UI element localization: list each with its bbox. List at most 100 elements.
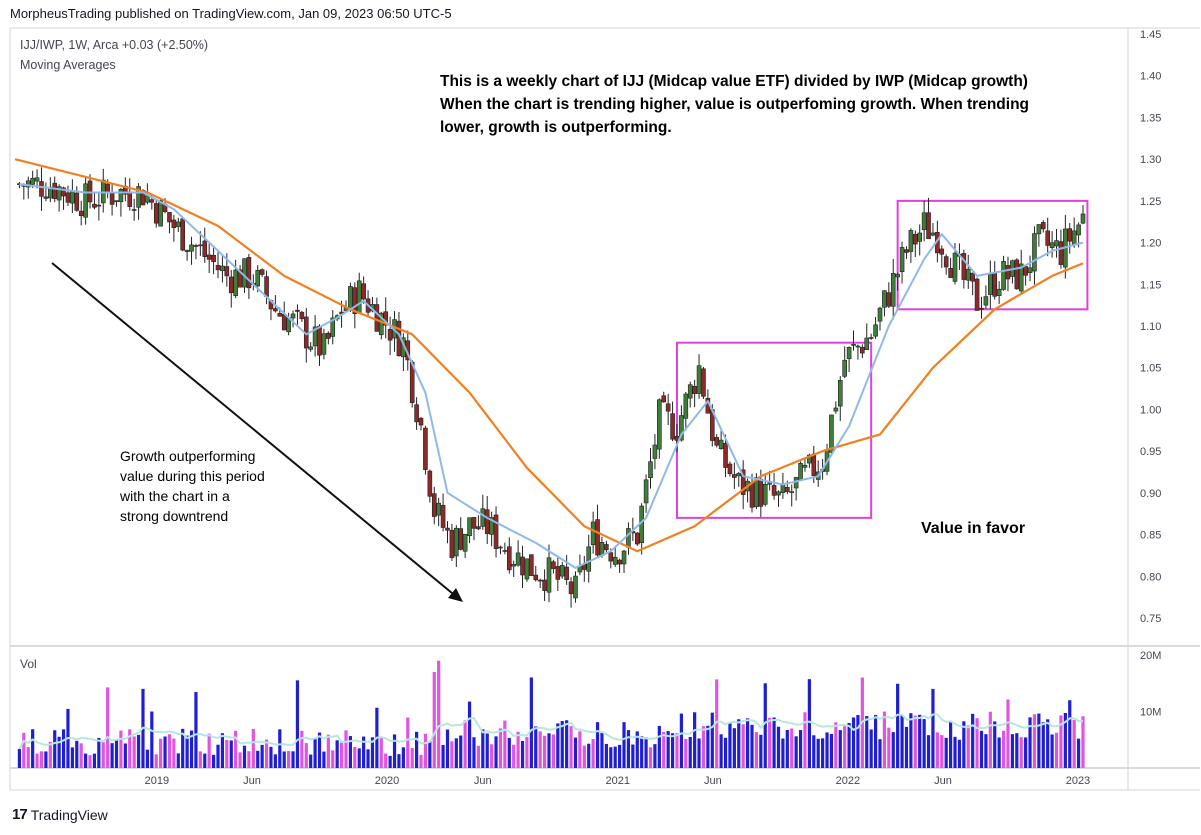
volume-bar	[516, 731, 520, 768]
volume-bar	[22, 732, 26, 768]
candle-body	[908, 230, 914, 252]
candle-body	[180, 218, 186, 251]
candle-body	[1040, 222, 1046, 230]
volume-bar	[370, 737, 375, 768]
indicator-label[interactable]: Moving Averages	[20, 58, 116, 72]
candle-body	[489, 517, 494, 535]
candle-body	[1080, 213, 1086, 224]
volume-bar	[1046, 719, 1050, 768]
volume-bar	[1081, 716, 1085, 768]
volume-bar	[216, 744, 220, 768]
candle-body	[912, 234, 918, 245]
candle-body	[833, 407, 839, 412]
volume-bar	[172, 738, 176, 768]
volume-bar	[688, 736, 692, 768]
footer[interactable]: 17 TradingView	[12, 806, 108, 823]
volume-bar	[785, 730, 789, 768]
volume-bar	[657, 725, 661, 768]
candle-body	[864, 337, 870, 350]
candle-body	[899, 247, 905, 273]
volume-bar	[397, 754, 401, 768]
volume-bar	[591, 738, 595, 768]
candle-body	[1054, 240, 1059, 247]
candle-body	[665, 403, 671, 412]
candle-body	[904, 249, 909, 253]
x-tick-label: Jun	[243, 775, 261, 787]
candle-body	[917, 232, 923, 242]
volume-bar	[520, 740, 525, 768]
candle-body	[657, 399, 662, 450]
candle-body	[34, 177, 40, 182]
volume-bar	[313, 737, 317, 768]
volume-bar	[803, 712, 807, 768]
candle-body	[1005, 265, 1011, 280]
candle-body	[383, 311, 389, 326]
candle-body	[158, 200, 163, 227]
candle-body	[290, 313, 296, 319]
volume-bar	[388, 755, 392, 768]
volume-bar	[812, 735, 816, 768]
volume-bar	[220, 733, 225, 768]
x-tick-label: 2020	[375, 775, 399, 787]
volume-bar	[759, 734, 763, 768]
volume-bar	[551, 734, 556, 768]
volume-bar	[856, 715, 860, 768]
candle-body	[440, 504, 446, 528]
volume-bar	[887, 727, 891, 768]
volume-bar	[635, 731, 639, 768]
volume-bar	[419, 754, 423, 768]
volume-bar	[693, 712, 697, 768]
volume-bar	[445, 729, 450, 768]
volume-bar	[534, 726, 538, 768]
volume-bar	[622, 722, 626, 768]
candle-body	[1049, 242, 1055, 248]
volume-bar	[653, 744, 657, 768]
candle-body	[595, 519, 600, 556]
candle-body	[529, 554, 534, 576]
volume-bar	[322, 751, 326, 768]
volume-bar	[1010, 734, 1014, 768]
volume-bar	[229, 740, 233, 768]
candle-body	[175, 221, 181, 227]
left-note-line: with the chart in a	[120, 488, 230, 504]
candle-body	[1067, 228, 1073, 242]
candle-body	[1071, 230, 1077, 245]
candle-body	[837, 380, 843, 407]
volume-bar	[441, 744, 445, 768]
volume-bar	[754, 732, 759, 768]
volume-bar	[344, 730, 348, 768]
candle-body	[149, 199, 155, 203]
volume-bar	[794, 736, 798, 768]
volume-bar	[640, 736, 644, 768]
candle-body	[524, 558, 530, 580]
volume-bar	[450, 741, 454, 768]
volume-bar	[423, 733, 428, 768]
volume-bar	[878, 739, 882, 768]
volume-bar	[997, 737, 1001, 768]
value-in-favor-note: Value in favor	[921, 520, 1026, 537]
volume-bar	[918, 714, 922, 768]
volume-bar	[317, 732, 322, 768]
volume-bar	[935, 732, 939, 768]
volume-bar	[962, 721, 966, 768]
volume-label[interactable]: Vol	[20, 657, 37, 671]
volume-bar	[587, 743, 591, 768]
volume-bar	[909, 713, 913, 768]
candle-body	[423, 427, 428, 470]
x-tick-label: 2023	[1066, 775, 1090, 787]
moving-average-slow	[14, 158, 1084, 553]
volume-bar	[512, 744, 516, 768]
candle-body	[604, 544, 609, 551]
candle-body	[506, 546, 512, 571]
volume-bar	[719, 734, 723, 768]
volume-bar	[97, 737, 101, 768]
candle-body	[749, 482, 755, 508]
candle-body	[890, 273, 896, 307]
ticker-line[interactable]: IJJ/IWP, 1W, Arca +0.03 (+2.50%)	[20, 38, 209, 52]
candle-body	[877, 307, 883, 322]
candle-body	[868, 337, 874, 339]
candle-body	[317, 325, 322, 356]
volume-bar	[993, 721, 997, 768]
volume-bar	[1015, 733, 1019, 768]
